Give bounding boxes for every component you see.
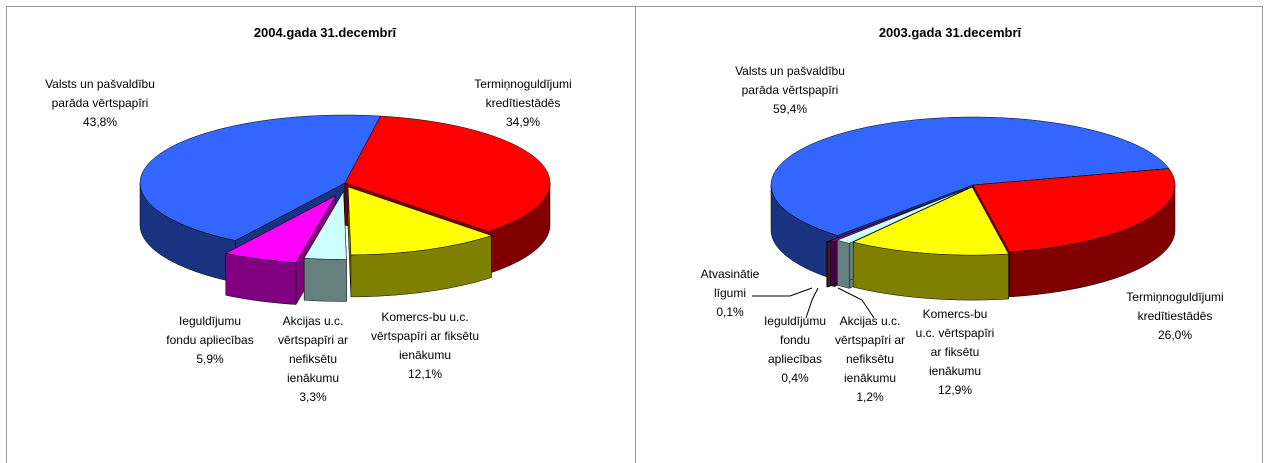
slice-label: Komercs-bu u.c. vērtspapīri ar fiksētu i… <box>365 308 485 384</box>
value-label: 59,4% <box>772 102 808 116</box>
category-label: Akcijas u.c. vērtspapīri ar nefiksētu ie… <box>834 314 906 385</box>
pie <box>770 116 1176 301</box>
category-label: Termiņnoguldījumi kredītiestādēs <box>1126 290 1224 323</box>
slice <box>139 114 382 241</box>
slice-label: Komercs-bu u.c. vērtspapīri ar fiksētu i… <box>913 305 998 400</box>
slice-label: Ieguldījumu fondu apliecības 0,4% <box>753 312 838 388</box>
leader-line <box>805 287 819 319</box>
slice-label: Termiņnoguldījumi kredītiestādēs 34,9% <box>463 75 583 132</box>
value-label: 3,3% <box>299 390 327 404</box>
category-label: Atvasinātie līgumi <box>700 267 760 300</box>
category-label: Valsts un pašvaldību parāda vērtspapīri <box>735 64 845 97</box>
value-label: 0,1% <box>716 305 744 319</box>
leader-line <box>752 287 813 297</box>
category-label: Komercs-bu u.c. vērtspapīri ar fiksētu i… <box>915 307 995 378</box>
slice-label: Ieguldījumu fondu apliecības 5,9% <box>163 312 258 369</box>
slice <box>770 116 1170 236</box>
slice <box>303 190 347 260</box>
value-label: 43,8% <box>82 115 118 129</box>
slice-wall <box>836 239 850 289</box>
category-label: Komercs-bu u.c. vērtspapīri ar fiksētu i… <box>370 310 480 362</box>
value-label: 26,0% <box>1157 328 1193 342</box>
chart-title: 2004.gada 31.decembrī <box>254 25 397 40</box>
category-label: Valsts un pašvaldību parāda vērtspapīri <box>45 77 155 110</box>
leader-lines <box>752 287 875 319</box>
value-label: 1,2% <box>856 390 884 404</box>
slice <box>344 115 551 232</box>
category-label: Ieguldījumu fondu apliecības <box>763 314 827 366</box>
slice <box>852 186 1009 256</box>
category-label: Ieguldījumu fondu apliecības <box>166 314 254 347</box>
value-label: 12,1% <box>407 367 443 381</box>
slice <box>836 188 969 244</box>
slice <box>972 168 1176 253</box>
category-label: Termiņnoguldījumi kredītiestādēs <box>474 77 572 110</box>
leader-line <box>837 287 875 319</box>
value-label: 34,9% <box>505 115 541 129</box>
category-label: Akcijas u.c. vērtspapīri ar nefiksētu ie… <box>277 314 349 385</box>
slice-label: Akcijas u.c. vērtspapīri ar nefiksētu ie… <box>828 312 913 407</box>
slice-label: Valsts un pašvaldību parāda vērtspapīri 4… <box>43 75 158 132</box>
slice <box>225 195 337 263</box>
pie <box>139 114 551 306</box>
value-label: 5,9% <box>196 352 224 366</box>
slice <box>347 186 493 256</box>
slice-label: Akcijas u.c. vērtspapīri ar nefiksētu ie… <box>271 312 356 407</box>
slice-label: Termiņnoguldījumi kredītiestādēs 26,0% <box>1115 288 1235 345</box>
slice-wall <box>303 257 347 302</box>
value-label: 12,9% <box>937 383 973 397</box>
slice-wall <box>830 240 835 288</box>
frame <box>6 6 1263 463</box>
slice-label: Valsts un pašvaldību parāda vērtspapīri 5… <box>733 62 848 119</box>
chart-title: 2003.gada 31.decembrī <box>879 25 1022 40</box>
value-label: 0,4% <box>781 371 809 385</box>
slice-wall <box>826 241 828 288</box>
slice-label: Atvasinātie līgumi 0,1% <box>688 265 773 322</box>
